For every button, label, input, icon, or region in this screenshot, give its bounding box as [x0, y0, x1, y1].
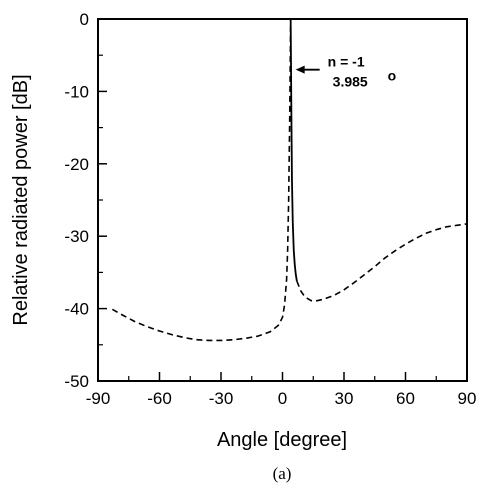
y-tick-label: -30 — [64, 227, 89, 246]
y-tick-label: -40 — [64, 300, 89, 319]
tick-labels-group: -90 -60 -30 0 30 60 90 0 -10 -20 -30 -40 -50 — [64, 10, 476, 408]
series-line-2-solid — [289, 18, 298, 282]
x-axis-title: Angle [degree] — [217, 429, 347, 451]
series-group — [111, 18, 468, 342]
x-tick-label: -90 — [86, 389, 111, 408]
ticks-group — [97, 18, 468, 382]
y-tick-label: -50 — [64, 372, 89, 391]
caption: (a) — [273, 464, 292, 483]
plot-frame — [97, 18, 468, 382]
x-tick-label: -30 — [209, 389, 234, 408]
series-line-1-dashed — [111, 18, 292, 342]
annotation-degree-symbol: o — [388, 68, 397, 84]
x-tick-label: 90 — [458, 389, 477, 408]
y-tick-label: 0 — [80, 10, 89, 29]
y-axis-title: Relative radiated power [dB] — [10, 74, 32, 325]
x-tick-label: 0 — [278, 389, 287, 408]
annotation-group: n = -1 3.985 o — [295, 54, 397, 90]
annotation-arrow-head — [295, 65, 305, 74]
annotation-angle-value: 3.985 — [333, 74, 368, 90]
y-tick-label: -20 — [64, 155, 89, 174]
annotation-order-label: n = -1 — [328, 54, 365, 70]
x-tick-label: 60 — [396, 389, 415, 408]
y-tick-label: -10 — [64, 82, 89, 101]
x-tick-label: -60 — [147, 389, 172, 408]
series-line-3-dashed — [296, 223, 468, 302]
x-tick-label: 30 — [335, 389, 354, 408]
